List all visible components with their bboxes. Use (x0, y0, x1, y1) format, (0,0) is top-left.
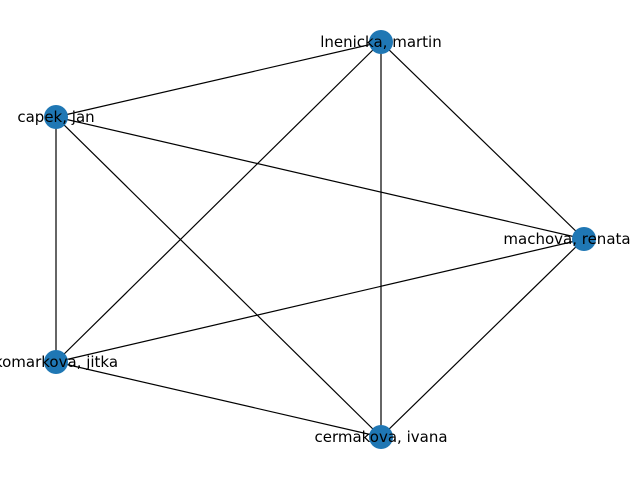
labels-layer: lnenicka, martin capek, jan machova, renat… (0, 33, 631, 446)
edge-lnenicka-komarkova (55, 41, 382, 363)
node-label-komarkova: komarkova, jitka (0, 353, 118, 371)
edge-lnenicka-capek (55, 41, 382, 118)
node-label-capek: capek, jan (17, 108, 94, 126)
node-cermakova (369, 425, 393, 449)
edge-lnenicka-machova (380, 41, 585, 240)
node-machova (572, 227, 596, 251)
edge-machova-cermakova (380, 238, 585, 438)
node-label-machova: machova, renata (503, 230, 630, 248)
edges-layer (55, 41, 585, 438)
nodes-layer (44, 30, 596, 449)
node-capek (44, 105, 68, 129)
edge-capek-machova (55, 116, 585, 240)
edge-machova-komarkova (55, 238, 585, 363)
edge-komarkova-cermakova (55, 361, 382, 438)
node-lnenicka (369, 30, 393, 54)
edge-capek-cermakova (55, 116, 382, 438)
node-komarkova (44, 350, 68, 374)
node-label-cermakova: cermakova, ivana (314, 428, 447, 446)
node-label-lnenicka: lnenicka, martin (320, 33, 442, 51)
